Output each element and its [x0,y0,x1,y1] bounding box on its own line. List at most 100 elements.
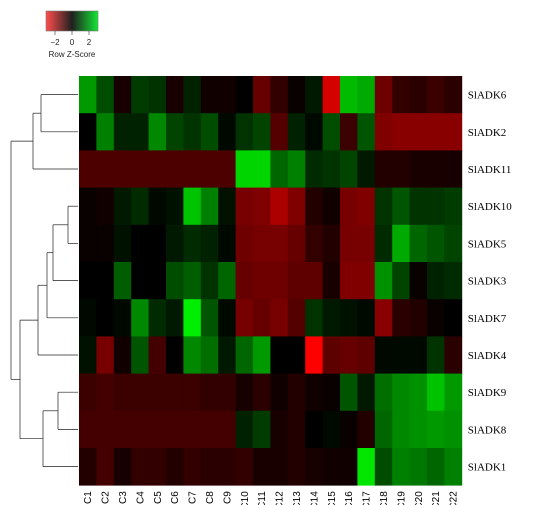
heatmap-cell [235,187,254,226]
column-label: C14 [309,491,320,505]
heatmap-cell [409,262,428,300]
heatmap-cell [287,224,306,263]
heatmap-cell [253,336,271,374]
heatmap-cell [79,262,97,300]
heatmap-cell [79,373,97,412]
heatmap-cell [113,224,132,263]
heatmap-cell [287,187,306,226]
heatmap-cell [113,150,132,188]
heatmap-cell [374,150,393,188]
heatmap-cells [79,76,463,486]
heatmap-cell [96,150,115,188]
column-label: C13 [292,491,303,505]
heatmap-cell [340,448,358,486]
row-dendrogram [10,94,78,467]
heatmap-cell [340,224,358,263]
heatmap-cell [409,76,428,114]
heatmap-cell [148,410,167,449]
heatmap-cell [79,410,97,449]
heatmap-cell [322,224,341,263]
heatmap-cell [131,410,149,449]
heatmap-cell [287,76,306,114]
heatmap-cell [131,113,149,151]
heatmap-cell [270,336,289,374]
row-label: SlADK11 [468,164,512,176]
heatmap-cell [96,448,115,486]
row-label: SlADK5 [468,238,507,250]
heatmap-cell [357,410,376,449]
heatmap-cell [113,299,132,337]
heatmap-cell [305,262,323,300]
heatmap-cell [427,448,445,486]
heatmap-cell [166,76,184,114]
heatmap-cell [148,373,167,412]
heatmap-cell [148,448,167,486]
heatmap-cell [200,187,219,226]
heatmap-cell [287,299,306,337]
heatmap-cell [305,336,323,374]
heatmap-cell [357,336,376,374]
heatmap-cell [131,150,149,188]
heatmap-cell [200,262,219,300]
heatmap-cell [287,448,306,486]
heatmap-cell [305,410,323,449]
heatmap-cell [96,299,115,337]
heatmap-cell [96,336,115,374]
heatmap-cell [166,150,184,188]
heatmap-cell [427,150,445,188]
column-label: C17 [362,491,373,505]
row-label: SlADK8 [468,424,507,436]
heatmap-cell [183,150,202,188]
heatmap-cell [357,299,376,337]
color-key-title: Row Z-Score [49,50,96,59]
heatmap-cell [148,76,167,114]
column-label: C12 [275,491,286,505]
heatmap-cell [305,299,323,337]
heatmap-cell [218,336,236,374]
heatmap-cell [340,113,358,151]
heatmap-cell [270,262,289,300]
heatmap-cell [287,410,306,449]
heatmap-cell [148,150,167,188]
heatmap-cell [409,410,428,449]
heatmap-cell [235,150,254,188]
column-label: C7 [188,491,199,504]
heatmap-cell [166,373,184,412]
heatmap-cell [409,187,428,226]
heatmap-cell [218,113,236,151]
heatmap-cell [444,373,463,412]
heatmap-cell [270,299,289,337]
column-label: C5 [153,491,164,504]
heatmap-cell [305,448,323,486]
heatmap-cell [148,224,167,263]
heatmap-cell [427,336,445,374]
heatmap-cell [148,299,167,337]
heatmap-cell [96,224,115,263]
heatmap-cell [79,76,97,114]
heatmap-cell [131,262,149,300]
heatmap-cell [183,410,202,449]
heatmap-cell [235,76,254,114]
heatmap-cell [218,299,236,337]
heatmap-cell [79,187,97,226]
heatmap-cell [148,336,167,374]
heatmap-cell [427,187,445,226]
heatmap-cell [392,76,410,114]
heatmap-cell [374,113,393,151]
heatmap-cell [253,150,271,188]
heatmap-cell [322,187,341,226]
color-key-tick-label: 0 [70,38,75,47]
heatmap-cell [392,113,410,151]
heatmap-cell [322,76,341,114]
heatmap-cell [357,150,376,188]
heatmap-cell [183,224,202,263]
heatmap-cell [200,410,219,449]
heatmap-cell [427,410,445,449]
heatmap-cell [183,448,202,486]
color-key-tick-label: −2 [50,38,60,47]
heatmap-cell [131,224,149,263]
heatmap-cell [305,113,323,151]
heatmap-cell [287,113,306,151]
heatmap-cell [235,373,254,412]
